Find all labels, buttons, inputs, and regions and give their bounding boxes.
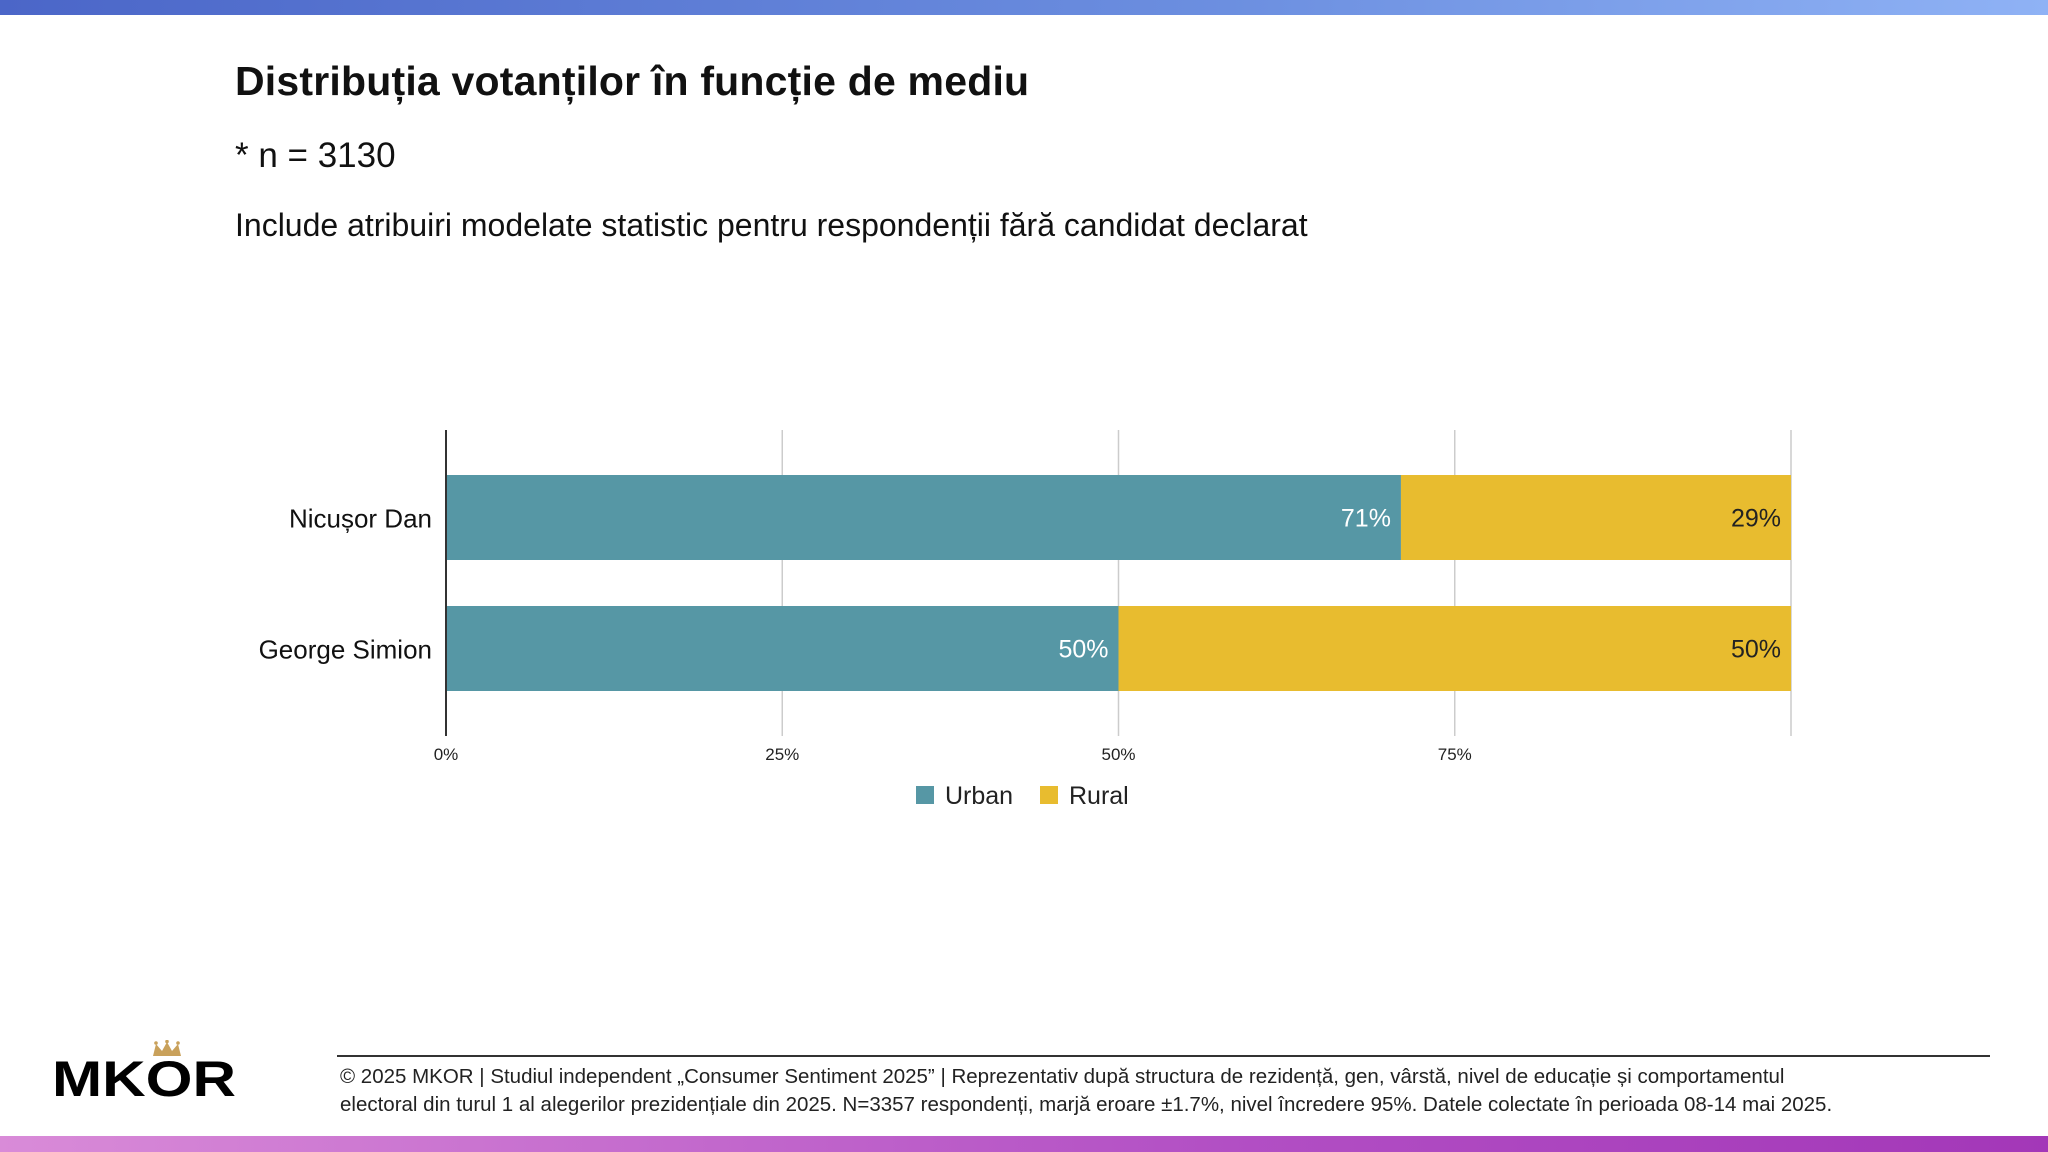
crown-icon (153, 1040, 181, 1056)
legend-label-rural: Rural (1069, 782, 1129, 810)
category-label-0: Nicușor Dan (289, 504, 432, 534)
category-label-1: George Simion (259, 635, 432, 665)
bar-rural-0 (1400, 475, 1791, 560)
methodology-note: Include atribuiri modelate statistic pen… (235, 207, 1308, 243)
bar-urban-1 (446, 606, 1119, 691)
footer-disclaimer: © 2025 MKOR | Studiul independent „Consu… (340, 1063, 2000, 1119)
legend-swatch-urban (916, 786, 934, 804)
footer-divider (337, 1055, 1990, 1057)
bar-rural-1 (1118, 606, 1791, 691)
mkor-logo: MKOR (52, 1040, 236, 1100)
bottom-accent-bar (0, 1136, 2048, 1152)
x-tick-label-25: 25% (765, 745, 799, 764)
logo-wordmark: MKOR (52, 1051, 236, 1100)
x-tick-label-75: 75% (1438, 745, 1472, 764)
legend-swatch-rural (1040, 786, 1058, 804)
data-label-urban-1: 50% (1058, 636, 1108, 664)
top-accent-bar (0, 0, 2048, 15)
footer-line-2: electoral din turul 1 al alegerilor prez… (340, 1093, 1833, 1116)
sample-size-label: * n = 3130 (235, 136, 396, 175)
page-title: Distribuția votanților în funcție de med… (235, 58, 1030, 104)
data-label-rural-1: 50% (1731, 636, 1781, 664)
data-label-rural-0: 29% (1731, 505, 1781, 533)
legend-label-urban: Urban (945, 782, 1013, 810)
footer-line-1: © 2025 MKOR | Studiul independent „Consu… (340, 1065, 1785, 1088)
bar-urban-0 (446, 475, 1401, 560)
x-tick-label-0: 0% (434, 745, 459, 764)
x-tick-label-50: 50% (1101, 745, 1135, 764)
data-label-urban-0: 71% (1341, 505, 1391, 533)
